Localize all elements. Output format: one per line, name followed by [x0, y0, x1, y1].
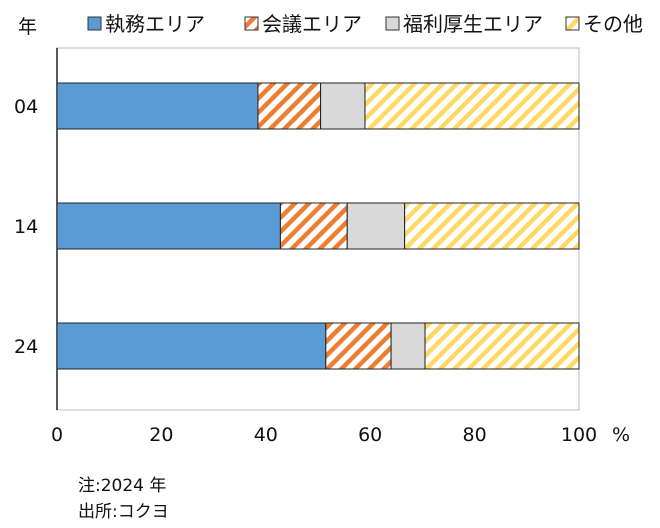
legend-label-4: その他 — [583, 12, 643, 36]
x-tick-label: 20 — [149, 424, 173, 446]
legend-label-3: 福利厚生エリア — [403, 12, 543, 36]
bar-segment-14-1 — [56, 202, 281, 250]
legend: 年 執務エリア 会議エリア 福利厚生エリア その他 — [18, 12, 643, 38]
bar-segment-24-1 — [56, 322, 327, 370]
note-text: 注:2024 年 — [78, 476, 167, 496]
bar-segment-24-4 — [424, 322, 580, 370]
legend-swatch-4 — [565, 16, 580, 31]
legend-label-2: 会議エリア — [262, 12, 362, 36]
y-axis-label: 年 — [18, 16, 37, 38]
y-tick-label: 04 — [14, 96, 38, 118]
x-tick-label: 40 — [254, 424, 278, 446]
bar-segment-24-2 — [325, 322, 392, 370]
legend-swatch-2 — [244, 16, 259, 31]
bar-segment-04-4 — [364, 82, 580, 130]
bar-segment-24-3 — [390, 322, 426, 370]
bar-segment-14-4 — [404, 202, 580, 250]
bar-segment-04-1 — [56, 82, 259, 130]
x-tick-label: 80 — [463, 424, 487, 446]
bar-segment-14-3 — [346, 202, 406, 250]
x-tick-label: 60 — [358, 424, 382, 446]
x-tick-label: 100 — [561, 424, 597, 446]
source-text: 出所:コクヨ — [78, 502, 169, 522]
x-tick-label: 0 — [51, 424, 63, 446]
bar-segment-04-3 — [320, 82, 366, 130]
y-tick-label: 24 — [14, 336, 38, 358]
x-axis-unit: % — [612, 424, 630, 446]
legend-swatch-3 — [385, 16, 400, 31]
legend-swatch-1 — [87, 16, 102, 31]
bar-segment-14-2 — [279, 202, 348, 250]
bar-segment-04-2 — [257, 82, 322, 130]
bars — [56, 82, 580, 370]
y-tick-label: 14 — [14, 216, 38, 238]
legend-label-1: 執務エリア — [105, 12, 205, 36]
